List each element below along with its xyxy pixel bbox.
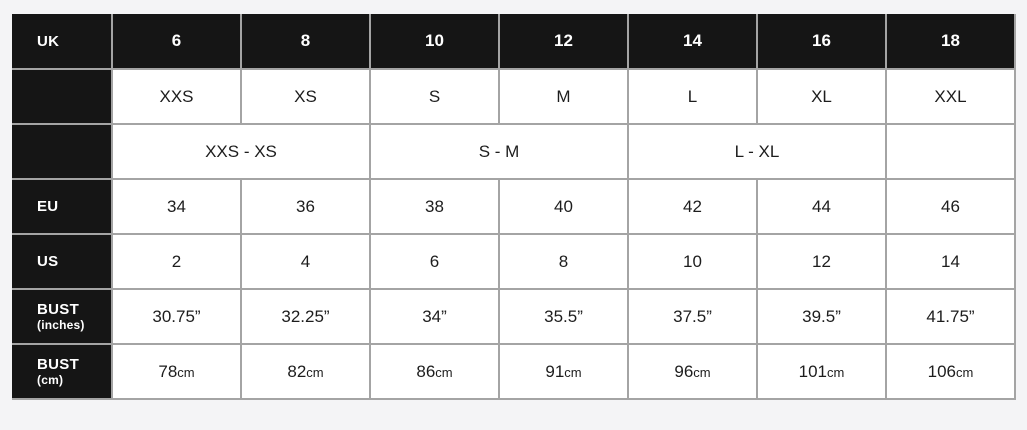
size-conversion-table: UK 6 8 10 12 14 16 18 XXS XS S M L XL XX… [12, 14, 1016, 400]
us-size-cell: 4 [241, 234, 371, 290]
us-size-cell: 2 [112, 234, 242, 290]
us-row: US 2 4 6 8 10 12 14 [12, 234, 1016, 290]
eu-size-cell: 42 [628, 179, 758, 235]
uk-size-cell: 18 [886, 14, 1016, 70]
us-size-cell: 8 [499, 234, 629, 290]
uk-size-cell: 8 [241, 14, 371, 70]
intl-size-cell: XXL [886, 69, 1016, 125]
row-label-intl-empty [12, 69, 113, 125]
cm-unit: cm [177, 364, 195, 380]
bust-cm-cell: 106cm [886, 344, 1016, 400]
bust-inches-cell: 32.25” [241, 289, 371, 345]
bust-inches-cell: 30.75” [112, 289, 242, 345]
us-size-cell: 14 [886, 234, 1016, 290]
eu-size-cell: 38 [370, 179, 500, 235]
bust-cm-cell: 86cm [370, 344, 500, 400]
row-label-range-empty [12, 124, 113, 180]
row-label-eu: EU [12, 179, 113, 235]
intl-size-row: XXS XS S M L XL XXL [12, 69, 1016, 125]
cm-unit: cm [693, 364, 711, 380]
bust-inches-cell: 37.5” [628, 289, 758, 345]
bust-inches-row: BUST (inches) 30.75” 32.25” 34” 35.5” 37… [12, 289, 1016, 345]
cm-unit: cm [306, 364, 324, 380]
intl-size-cell: L [628, 69, 758, 125]
bust-label: BUST [37, 301, 80, 318]
bust-cm-cell: 96cm [628, 344, 758, 400]
bust-cm-cell: 78cm [112, 344, 242, 400]
cm-unit: cm [435, 364, 453, 380]
cm-unit: cm [956, 364, 974, 380]
size-range-cell: S - M [370, 124, 629, 180]
row-label-us: US [12, 234, 113, 290]
eu-size-cell: 40 [499, 179, 629, 235]
intl-size-cell: XL [757, 69, 887, 125]
us-label: US [37, 253, 59, 270]
eu-size-cell: 44 [757, 179, 887, 235]
uk-label: UK [37, 32, 60, 50]
intl-size-cell: M [499, 69, 629, 125]
bust-inches-cell: 41.75” [886, 289, 1016, 345]
eu-label: EU [37, 198, 59, 215]
bust-cm-sublabel: (cm) [37, 373, 64, 387]
uk-row: UK 6 8 10 12 14 16 18 [12, 14, 1016, 70]
us-size-cell: 10 [628, 234, 758, 290]
uk-size-cell: 12 [499, 14, 629, 70]
size-range-row: XXS - XS S - M L - XL [12, 124, 1016, 180]
size-range-cell: XXS - XS [112, 124, 371, 180]
uk-size-cell: 6 [112, 14, 242, 70]
row-label-bust-cm: BUST (cm) [12, 344, 113, 400]
eu-size-cell: 46 [886, 179, 1016, 235]
intl-size-cell: XS [241, 69, 371, 125]
bust-inches-sublabel: (inches) [37, 318, 85, 332]
row-label-bust-inches: BUST (inches) [12, 289, 113, 345]
uk-size-cell: 16 [757, 14, 887, 70]
bust-cm-cell: 101cm [757, 344, 887, 400]
row-label-uk: UK [12, 14, 113, 70]
bust-cm-row: BUST (cm) 78cm 82cm 86cm 91cm 96cm 101cm… [12, 344, 1016, 400]
us-size-cell: 12 [757, 234, 887, 290]
size-range-cell: L - XL [628, 124, 887, 180]
size-range-cell-empty [886, 124, 1016, 180]
bust-label: BUST [37, 356, 80, 373]
bust-inches-cell: 39.5” [757, 289, 887, 345]
intl-size-cell: XXS [112, 69, 242, 125]
eu-size-cell: 36 [241, 179, 371, 235]
cm-unit: cm [564, 364, 582, 380]
us-size-cell: 6 [370, 234, 500, 290]
bust-cm-cell: 82cm [241, 344, 371, 400]
eu-size-cell: 34 [112, 179, 242, 235]
uk-size-cell: 14 [628, 14, 758, 70]
cm-unit: cm [827, 364, 845, 380]
bust-inches-cell: 34” [370, 289, 500, 345]
eu-row: EU 34 36 38 40 42 44 46 [12, 179, 1016, 235]
bust-cm-cell: 91cm [499, 344, 629, 400]
intl-size-cell: S [370, 69, 500, 125]
bust-inches-cell: 35.5” [499, 289, 629, 345]
uk-size-cell: 10 [370, 14, 500, 70]
